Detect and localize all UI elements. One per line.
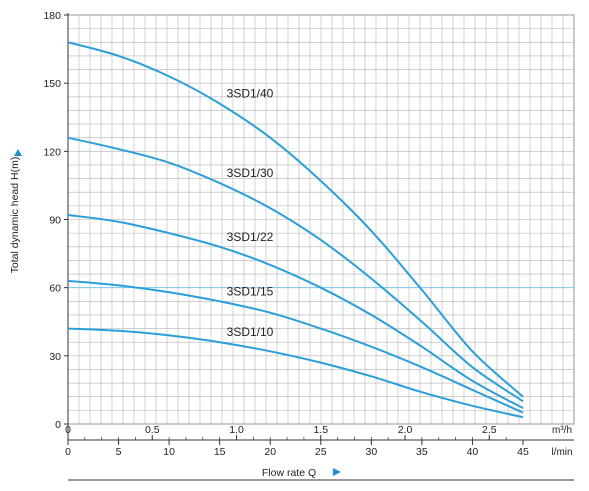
x-axis-title: Flow rate Q: [262, 467, 316, 479]
x-secondary-tick-label: 35: [416, 446, 428, 458]
curve-line: [67, 279, 524, 414]
x-primary-unit-label: m³/h: [552, 425, 572, 436]
x-axis-arrow-icon: [333, 468, 341, 476]
x-secondary-tick-label: 45: [517, 446, 529, 458]
y-tick-label: 0: [55, 419, 61, 431]
x-primary-tick-label: 0.5: [145, 424, 160, 436]
curve-label: 3SD1/30: [227, 166, 274, 180]
curves: [67, 41, 524, 419]
y-tick-label: 150: [43, 78, 61, 90]
y-tick-label: 180: [43, 10, 61, 22]
x-primary-tick-label: 2.5: [482, 424, 497, 436]
x-secondary-tick-label: 15: [214, 446, 226, 458]
x-secondary-tick-label: 25: [315, 446, 327, 458]
x-secondary-unit-label: l/min: [551, 447, 572, 458]
x-primary-tick-label: 2.0: [398, 424, 413, 436]
x-secondary-tick-label: 0: [65, 446, 71, 458]
tick-labels: 0 30 60 90 120 150 180 0 0.5 1.0 1.5 2.0 2.5 m³/h 0 5 10…: [43, 10, 572, 458]
y-axis-arrow-icon: [14, 149, 22, 156]
curve-label: 3SD1/40: [227, 87, 274, 101]
y-axis-title: Total dynamic head H(m): [9, 157, 21, 274]
curve-line: [67, 41, 524, 398]
curve-label: 3SD1/22: [227, 230, 274, 244]
curve-line: [67, 327, 524, 419]
y-tick-label: 30: [49, 351, 61, 363]
curve-line: [67, 136, 524, 403]
x-secondary-tick-label: 20: [264, 446, 276, 458]
axes: [64, 13, 574, 481]
y-tick-label: 90: [49, 215, 61, 227]
x-primary-tick-label: 1.5: [313, 424, 328, 436]
x-secondary-tick-label: 40: [467, 446, 479, 458]
x-secondary-tick-label: 30: [365, 446, 377, 458]
curve-label: 3SD1/15: [227, 284, 274, 298]
x-secondary-tick-label: 5: [116, 446, 122, 458]
x-secondary-tick-label: 10: [163, 446, 175, 458]
x-primary-tick-label: 1.0: [229, 424, 244, 436]
curve-label: 3SD1/10: [227, 325, 274, 339]
grid: [67, 14, 575, 425]
curve-line: [67, 214, 524, 409]
y-tick-label: 120: [43, 146, 61, 158]
x-primary-tick-label: 0: [65, 424, 71, 436]
y-tick-label: 60: [49, 283, 61, 295]
